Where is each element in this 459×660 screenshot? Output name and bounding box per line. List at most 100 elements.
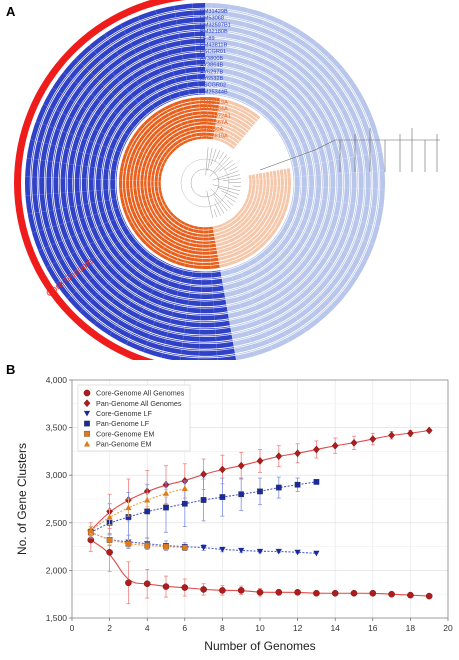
data-point [350,589,358,597]
y-tick-label: 1,500 [46,613,68,623]
legend-marker [84,430,90,437]
data-point [163,543,169,550]
segment-break [226,214,307,334]
legend-marker [83,440,91,447]
ring-divider [65,43,345,323]
segment-break [242,170,387,181]
x-tick-label: 8 [220,623,225,633]
data-point [275,548,282,555]
segment-break [241,132,380,173]
tree-branch [214,198,225,214]
segment-break [242,188,386,209]
ring-divider [150,128,260,238]
legend-entry: Core-Genome EM [96,429,154,438]
ring-blue-light [205,52,334,162]
segment-break [210,2,231,146]
fit-curve [90,531,185,549]
data-point [350,438,358,447]
series-core-genome-em [87,528,188,551]
strain-label-orange: PM33819A [200,134,228,140]
segment-break [228,39,318,154]
data-point [275,484,282,491]
segment-break [54,204,174,285]
data-point [331,589,339,597]
segment-break [221,19,285,149]
ring-orange-light [212,133,238,150]
y-tick-label: 3,000 [46,470,68,480]
x-tick-label: 2 [107,623,112,633]
data-point [181,544,188,551]
x-tick-label: 12 [293,623,303,633]
tree-branch [213,156,231,174]
data-point [200,497,207,503]
ring-divider [86,64,324,302]
panel-b-letter: B [6,362,15,377]
segment-break [214,6,250,147]
strain-label-blue: PM53068 [200,16,224,22]
legend-marker [83,389,91,397]
data-point [219,465,226,474]
segment-break [41,103,171,167]
ring-orange-light [218,168,292,268]
y-tick-label: 2,000 [46,565,68,575]
segment-break [28,138,169,174]
legend-marker [83,399,91,408]
segment-break [87,43,181,154]
data-point [294,549,301,556]
ring-divider [100,78,310,288]
data-point [143,580,151,588]
data-point [275,588,283,596]
segment-break [211,220,237,360]
data-point [313,550,320,557]
y-tick-label: 2,500 [46,518,68,528]
strain-label-blue: PM43811B [200,43,228,49]
ring-divider [157,135,253,231]
segment-break [241,192,382,228]
data-point [256,548,264,555]
segment-break [136,14,191,148]
segment-break [192,1,203,146]
ring-blue-light [225,161,329,305]
ring-blue-light [205,38,348,159]
legend-box [77,384,191,452]
segment-break [61,70,176,160]
segment-break [206,1,212,146]
strain-label-blue: AY3800B [200,56,223,62]
data-point [294,481,301,488]
segment-break [73,56,178,157]
segment-break [30,193,169,234]
dendrogram [180,128,440,219]
data-point [237,587,245,594]
strain-label-blue: PM32180B [200,29,228,35]
segment-break [234,206,349,296]
segment-break [142,218,193,355]
tree-branch [212,170,239,181]
tree-branch [259,149,316,171]
strain-label-blue: AY3864B [200,63,223,69]
strain-label-blue: AY6297B [200,69,223,75]
ring-divider [72,50,338,316]
segment-break [65,207,176,301]
tree-branch [209,154,228,177]
data-point [331,441,339,450]
data-point [257,488,263,495]
segment-break [160,219,196,360]
tree-branch [219,152,224,160]
data-point [294,449,301,458]
y-axis-title: No. of Gene Clusters [15,443,29,555]
data-point [238,491,245,498]
ring-divider [164,142,246,224]
ring-blue-light [205,81,306,167]
ring-blue-light [205,3,383,153]
segment-break [125,217,189,347]
segment-break [179,220,200,360]
x-tick-label: 6 [182,623,187,633]
data-point [238,547,245,554]
tree-branch [212,193,228,212]
segment-break [78,210,179,315]
data-point [125,504,132,511]
tree-node [190,168,220,198]
ring-divider [58,36,352,330]
legend-marker [84,420,90,427]
y-tick-label: 3,500 [46,423,68,433]
